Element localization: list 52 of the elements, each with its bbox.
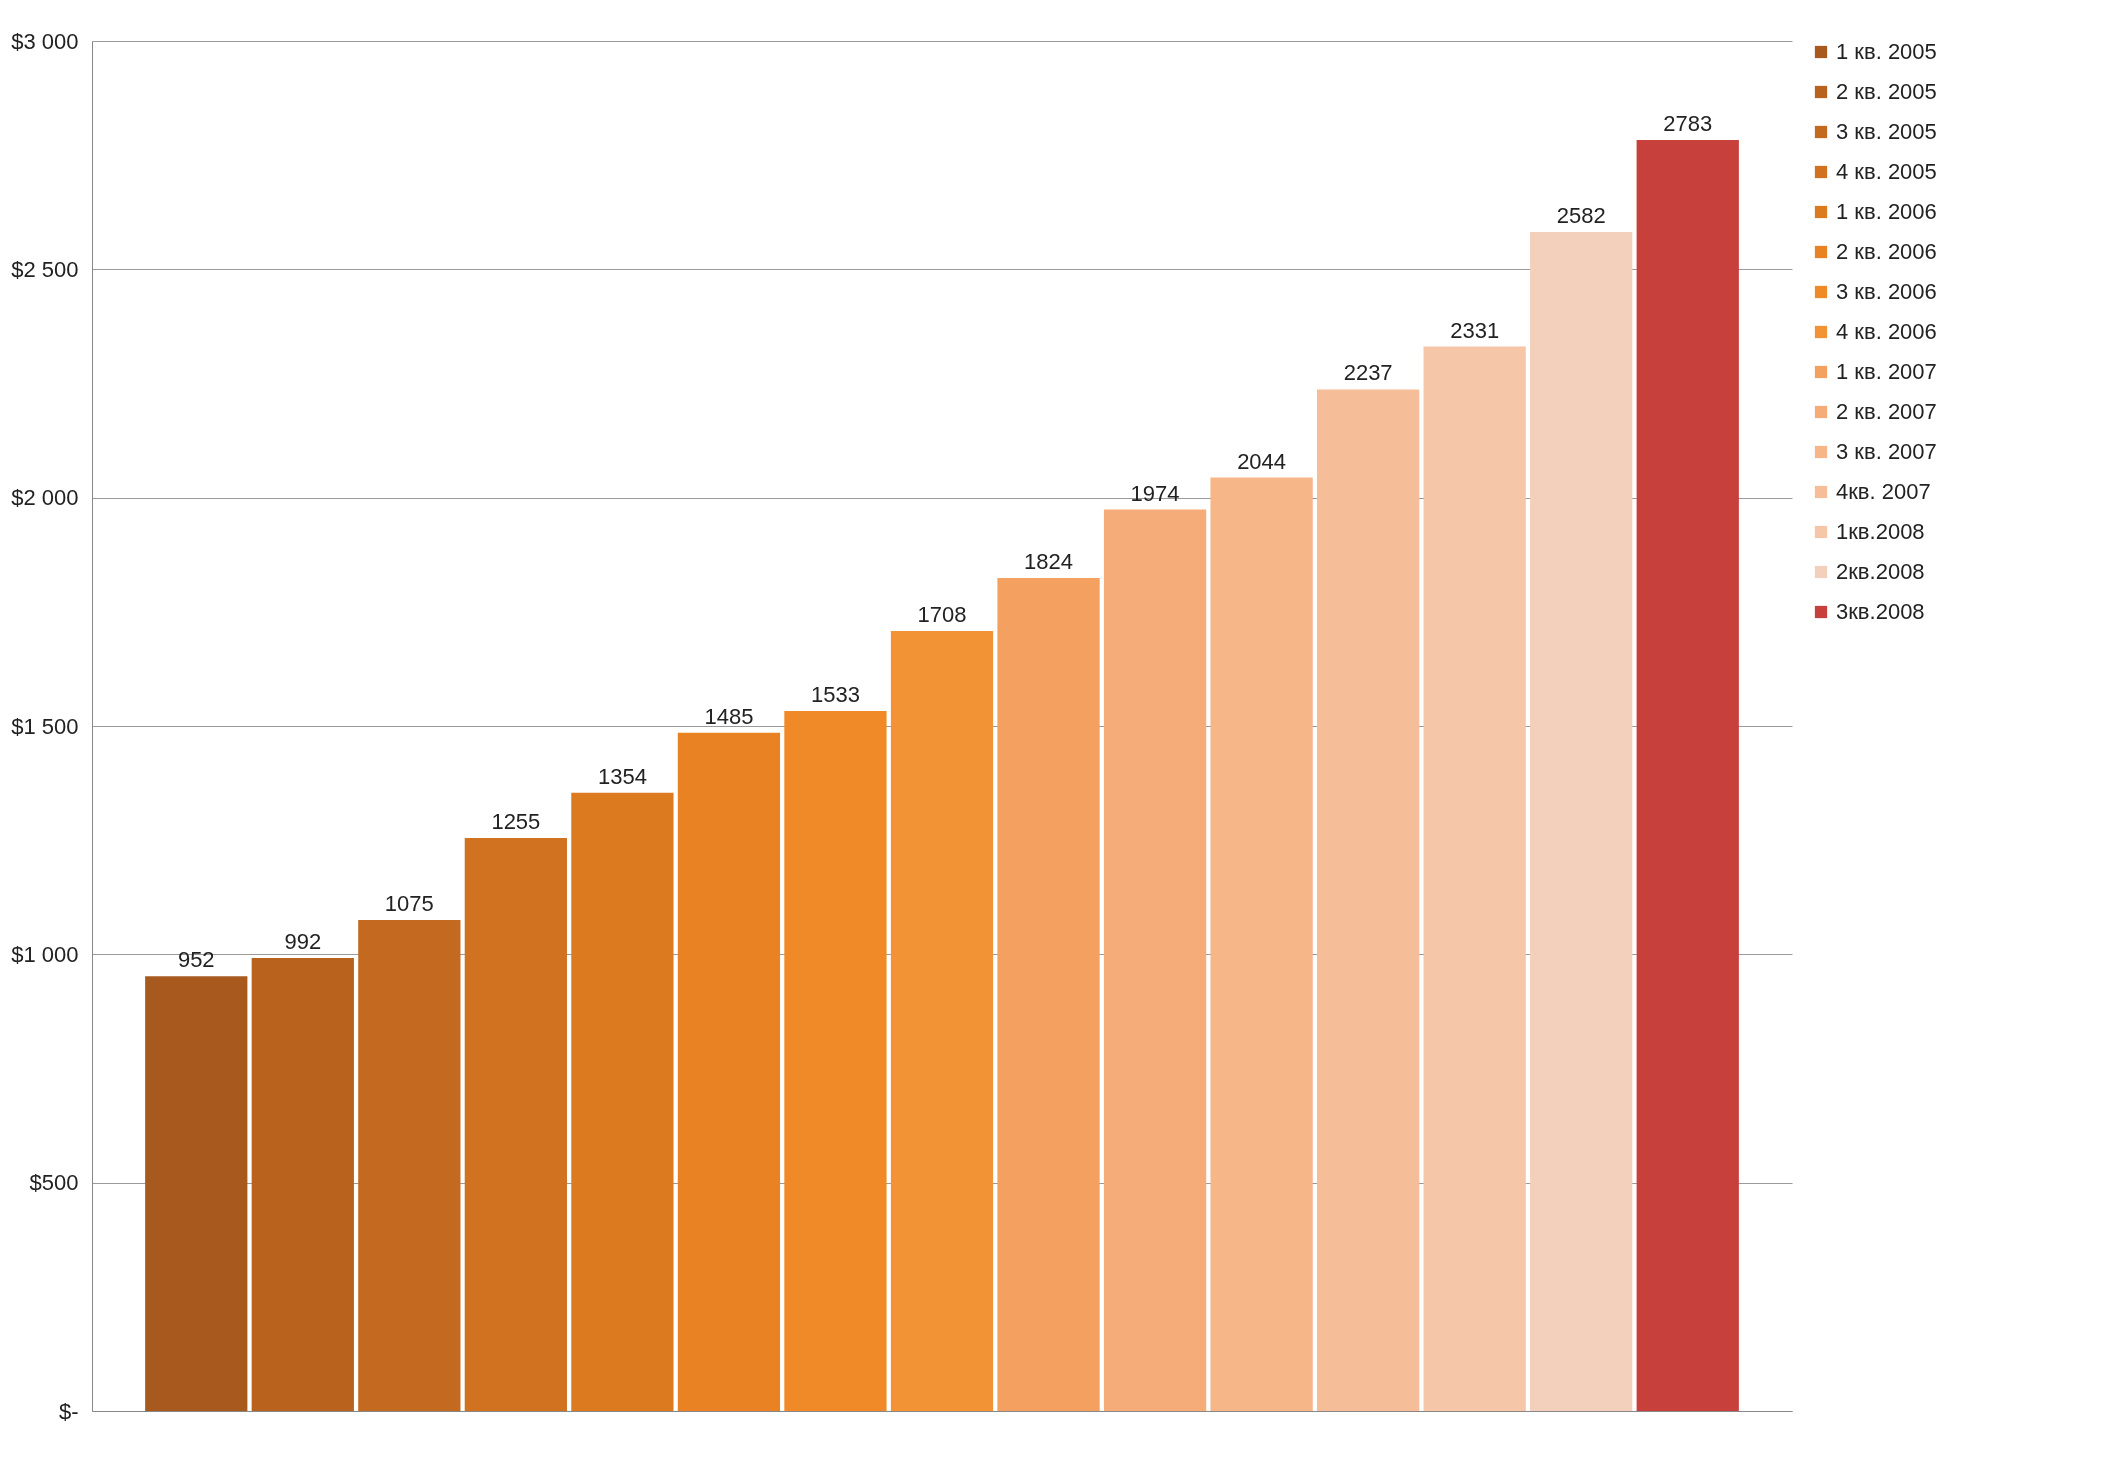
data-label: 1824	[1024, 549, 1074, 575]
legend-label: 4 кв. 2005	[1836, 159, 1937, 184]
data-label: 1075	[384, 891, 434, 917]
data-label: 1974	[1130, 480, 1180, 506]
bar	[464, 837, 567, 1411]
legend-label: 1 кв. 2007	[1836, 359, 1937, 384]
legend-label: 1 кв. 2005	[1836, 39, 1937, 64]
y-tick-label: $2 500	[11, 256, 79, 282]
y-tick-label: $-	[58, 1398, 79, 1424]
data-label: 1485	[704, 703, 754, 729]
bar	[145, 976, 248, 1411]
bar	[1317, 389, 1420, 1411]
data-label: 952	[177, 947, 215, 973]
y-tick-label: $1 500	[11, 713, 79, 739]
y-tick-label: $3 000	[11, 28, 79, 54]
legend-label: 4 кв. 2006	[1836, 319, 1937, 344]
legend-label: 2 кв. 2006	[1836, 239, 1937, 264]
legend-label: 3 кв. 2005	[1836, 119, 1937, 144]
bar	[1423, 346, 1526, 1411]
bar	[890, 631, 994, 1411]
data-label: 2582	[1556, 202, 1606, 228]
data-label: 2237	[1343, 360, 1393, 386]
legend-label: 2 кв. 2005	[1836, 79, 1937, 104]
data-label: 992	[284, 928, 322, 954]
legend-label: 1 кв. 2006	[1836, 199, 1937, 224]
bar	[677, 732, 781, 1411]
bar	[784, 710, 887, 1411]
legend-label: 1кв.2008	[1836, 519, 1925, 544]
bar	[358, 920, 461, 1411]
bar	[571, 792, 674, 1411]
data-label: 1708	[917, 602, 967, 628]
data-label: 2044	[1237, 448, 1287, 474]
legend-label: 4кв. 2007	[1836, 479, 1931, 504]
data-label: 1255	[491, 808, 541, 834]
bar	[251, 957, 354, 1411]
bar	[1530, 231, 1633, 1411]
y-tick-label: $1 000	[11, 941, 79, 967]
y-tick-label: $2 000	[11, 485, 79, 511]
legend-label: 2кв.2008	[1836, 559, 1925, 584]
legend-label: 3кв.2008	[1836, 599, 1925, 624]
data-label: 1354	[597, 763, 647, 789]
data-label: 2783	[1663, 111, 1713, 137]
legend-label: 3 кв. 2006	[1836, 279, 1937, 304]
y-tick-label: $500	[29, 1170, 79, 1196]
bar	[1636, 140, 1739, 1411]
legend-label: 2 кв. 2007	[1836, 399, 1937, 424]
bar	[997, 578, 1100, 1411]
data-label: 1533	[810, 681, 860, 707]
bar	[1103, 509, 1207, 1411]
data-label: 2331	[1450, 317, 1500, 343]
legend-label: 3 кв. 2007	[1836, 439, 1937, 464]
bar	[1210, 477, 1313, 1411]
